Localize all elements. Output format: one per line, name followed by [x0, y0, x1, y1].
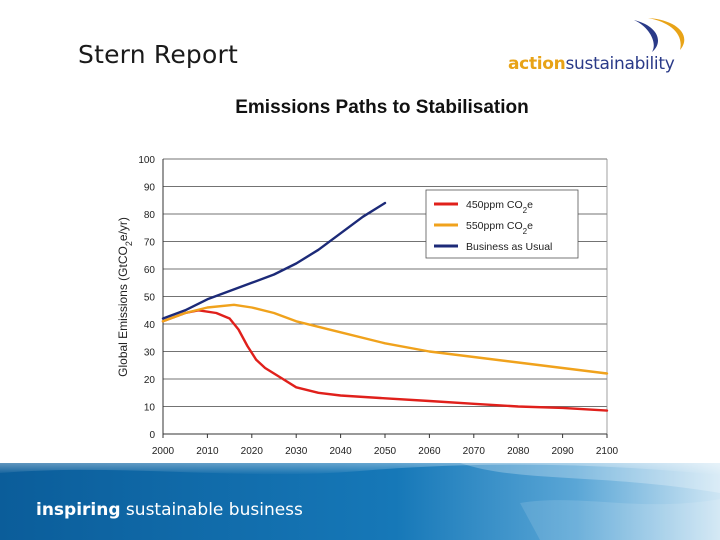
logo-text-bold: action [508, 54, 566, 74]
logo-text-rest: sustainability [565, 54, 675, 74]
series-line-3 [161, 201, 387, 320]
swoosh-icon [634, 18, 685, 52]
x-tick-label: 2040 [329, 446, 352, 457]
legend-label: Business as Usual [466, 241, 552, 253]
legend-label: 450ppm CO2e [466, 199, 533, 215]
x-tick-label: 2010 [196, 446, 219, 457]
footer-banner: inspiring sustainable business [0, 463, 720, 540]
series-line-1 [161, 309, 609, 412]
y-tick-label: 0 [149, 430, 155, 441]
wave-banner [0, 463, 720, 540]
footer-tagline: inspiring sustainable business [36, 500, 303, 520]
y-tick-label: 60 [144, 265, 156, 276]
y-tick-label: 90 [144, 183, 156, 194]
y-tick-label: 80 [144, 210, 156, 221]
logo-text: actionsustainability [508, 54, 675, 74]
y-axis-label: Global Emissions (GtCO2e/yr) [116, 217, 134, 377]
chart-title: Emissions Paths to Stabilisation [235, 97, 529, 118]
y-tick-label: 30 [144, 348, 156, 359]
y-tick-label: 50 [144, 293, 156, 304]
x-tick-label: 2000 [152, 446, 175, 457]
series-line-2 [161, 303, 609, 375]
y-tick-label: 10 [144, 403, 156, 414]
x-tick-label: 2100 [596, 446, 619, 457]
x-tick-label: 2030 [285, 446, 308, 457]
y-tick-label: 20 [144, 375, 156, 386]
brand-logo: actionsustainability [508, 16, 690, 78]
x-tick-label: 2080 [507, 446, 530, 457]
y-tick-label: 70 [144, 238, 156, 249]
x-tick-label: 2050 [374, 446, 397, 457]
tagline-bold: inspiring [36, 500, 121, 520]
y-tick-label: 100 [138, 155, 155, 166]
tagline-rest: sustainable business [120, 500, 303, 520]
slide-title: Stern Report [78, 40, 238, 69]
y-tick-label: 40 [144, 320, 156, 331]
legend-label: 550ppm CO2e [466, 220, 533, 236]
x-tick-label: 2020 [241, 446, 264, 457]
x-tick-label: 2090 [551, 446, 574, 457]
x-tick-label: 2060 [418, 446, 441, 457]
x-tick-label: 2070 [463, 446, 486, 457]
